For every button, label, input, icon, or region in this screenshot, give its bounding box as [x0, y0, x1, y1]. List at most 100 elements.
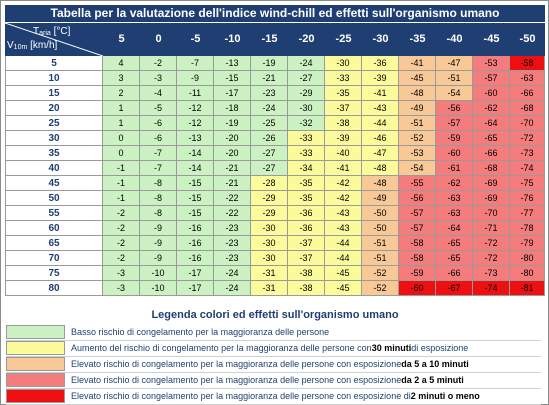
- temperature-header: -35: [409, 33, 426, 45]
- windchill-value-cell: -70: [473, 206, 510, 221]
- legend-swatch: [6, 373, 65, 387]
- windchill-value-cell: -19: [214, 116, 251, 131]
- windchill-value-cell: -72: [473, 251, 510, 266]
- windchill-value-cell: -30: [325, 56, 362, 71]
- windchill-value-cell: -18: [214, 101, 251, 116]
- wind-speed-cell: 5: [5, 56, 103, 71]
- windchill-value-cell: -2: [103, 221, 140, 236]
- windchill-value-cell: -48: [362, 176, 399, 191]
- legend-item: Basso rischio di congelamento per la mag…: [6, 324, 541, 341]
- windchill-value-cell: -2: [103, 206, 140, 221]
- windchill-value-cell: -23: [214, 221, 251, 236]
- windchill-value-cell: -23: [214, 236, 251, 251]
- wind-speed-cell: 70: [5, 251, 103, 266]
- windchill-value-cell: -24: [214, 266, 251, 281]
- windchill-value-cell: -68: [510, 101, 545, 116]
- legend-duration: da 5 a 10 minuti: [401, 359, 469, 369]
- windchill-value-cell: -36: [362, 56, 399, 71]
- legend-swatch: [6, 341, 65, 355]
- windchill-value-cell: -45: [325, 281, 362, 296]
- windchill-value-cell: -29: [288, 86, 325, 101]
- windchill-value-cell: -37: [288, 236, 325, 251]
- temperature-axis-label: Taria [°C]: [33, 26, 71, 37]
- header-corner: Taria [°C] V10m [km/h]: [5, 23, 103, 56]
- windchill-value-cell: -52: [362, 281, 399, 296]
- windchill-value-cell: -12: [177, 116, 214, 131]
- windchill-value-cell: -27: [251, 161, 288, 176]
- windchill-value-cell: -9: [140, 251, 177, 266]
- windchill-value-cell: -23: [214, 251, 251, 266]
- windchill-value-cell: -25: [251, 116, 288, 131]
- windchill-value-cell: -80: [510, 266, 545, 281]
- windchill-value-cell: -38: [288, 281, 325, 296]
- wind-speed-cell: 50: [5, 191, 103, 206]
- windchill-value-cell: -60: [399, 281, 436, 296]
- windchill-value-cell: -36: [288, 206, 325, 221]
- legend-item: Elevato rischio di congelamento per la m…: [6, 356, 541, 373]
- windchill-value-cell: -74: [473, 281, 510, 296]
- windchill-value-cell: -61: [436, 161, 473, 176]
- windchill-value-cell: -63: [510, 71, 545, 86]
- windchill-value-cell: -74: [510, 161, 545, 176]
- windchill-value-cell: -38: [325, 116, 362, 131]
- windchill-value-cell: -51: [362, 236, 399, 251]
- windchill-value-cell: -38: [288, 266, 325, 281]
- windchill-value-cell: -47: [362, 146, 399, 161]
- windchill-value-cell: -53: [473, 56, 510, 71]
- windchill-value-cell: -51: [362, 251, 399, 266]
- windchill-value-cell: -22: [214, 191, 251, 206]
- windchill-value-cell: -49: [362, 191, 399, 206]
- legend-text: Elevato rischio di congelamento per la m…: [71, 391, 411, 401]
- temperature-header: -45: [483, 33, 500, 45]
- legend-text: Elevato rischio di congelamento per la m…: [71, 359, 402, 369]
- windchill-value-cell: -52: [399, 131, 436, 146]
- table-title: Tabella per la valutazione dell'indice w…: [5, 5, 545, 22]
- windchill-value-cell: 0: [103, 146, 140, 161]
- windchill-value-cell: -12: [177, 101, 214, 116]
- windchill-value-cell: -68: [473, 161, 510, 176]
- windchill-value-cell: -80: [510, 251, 545, 266]
- windchill-value-cell: -56: [399, 191, 436, 206]
- windchill-value-cell: -39: [325, 131, 362, 146]
- legend-duration: 2 minuti o meno: [410, 391, 480, 401]
- windchill-value-cell: -52: [362, 266, 399, 281]
- windchill-value-cell: 1: [103, 101, 140, 116]
- windchill-value-cell: -1: [103, 191, 140, 206]
- windchill-value-cell: -17: [214, 86, 251, 101]
- windchill-value-cell: -73: [473, 266, 510, 281]
- windchill-value-cell: -44: [362, 116, 399, 131]
- windchill-value-cell: -2: [103, 251, 140, 266]
- temperature-header: -20: [298, 33, 315, 45]
- legend-text: Aumento del rischio di congelamento per …: [71, 343, 372, 353]
- windchill-value-cell: -43: [362, 101, 399, 116]
- windchill-value-cell: -19: [251, 56, 288, 71]
- wind-speed-cell: 55: [5, 206, 103, 221]
- windchill-value-cell: -24: [288, 56, 325, 71]
- windchill-value-cell: -3: [140, 71, 177, 86]
- windchill-value-cell: -62: [436, 176, 473, 191]
- legend-swatch: [6, 325, 65, 339]
- windchill-value-cell: -39: [362, 71, 399, 86]
- wind-speed-cell: 40: [5, 161, 103, 176]
- windchill-value-cell: -51: [399, 116, 436, 131]
- temperature-header: -25: [335, 33, 352, 45]
- windchill-value-cell: -33: [325, 71, 362, 86]
- temperature-header: 0: [155, 33, 162, 45]
- windchill-value-cell: -66: [436, 266, 473, 281]
- windchill-value-cell: -43: [325, 221, 362, 236]
- windchill-value-cell: -50: [362, 206, 399, 221]
- windchill-value-cell: -71: [473, 221, 510, 236]
- windchill-value-cell: -53: [399, 146, 436, 161]
- windchill-value-cell: -72: [473, 236, 510, 251]
- wind-speed-cell: 25: [5, 116, 103, 131]
- windchill-value-cell: -30: [251, 221, 288, 236]
- windchill-value-cell: -3: [103, 281, 140, 296]
- windchill-value-cell: -57: [399, 206, 436, 221]
- temperature-header: 5: [118, 33, 125, 45]
- windchill-value-cell: -30: [251, 251, 288, 266]
- wind-speed-cell: 15: [5, 86, 103, 101]
- windchill-value-cell: -78: [510, 221, 545, 236]
- windchill-value-cell: -13: [214, 56, 251, 71]
- windchill-value-cell: -4: [140, 86, 177, 101]
- windchill-value-cell: -15: [214, 71, 251, 86]
